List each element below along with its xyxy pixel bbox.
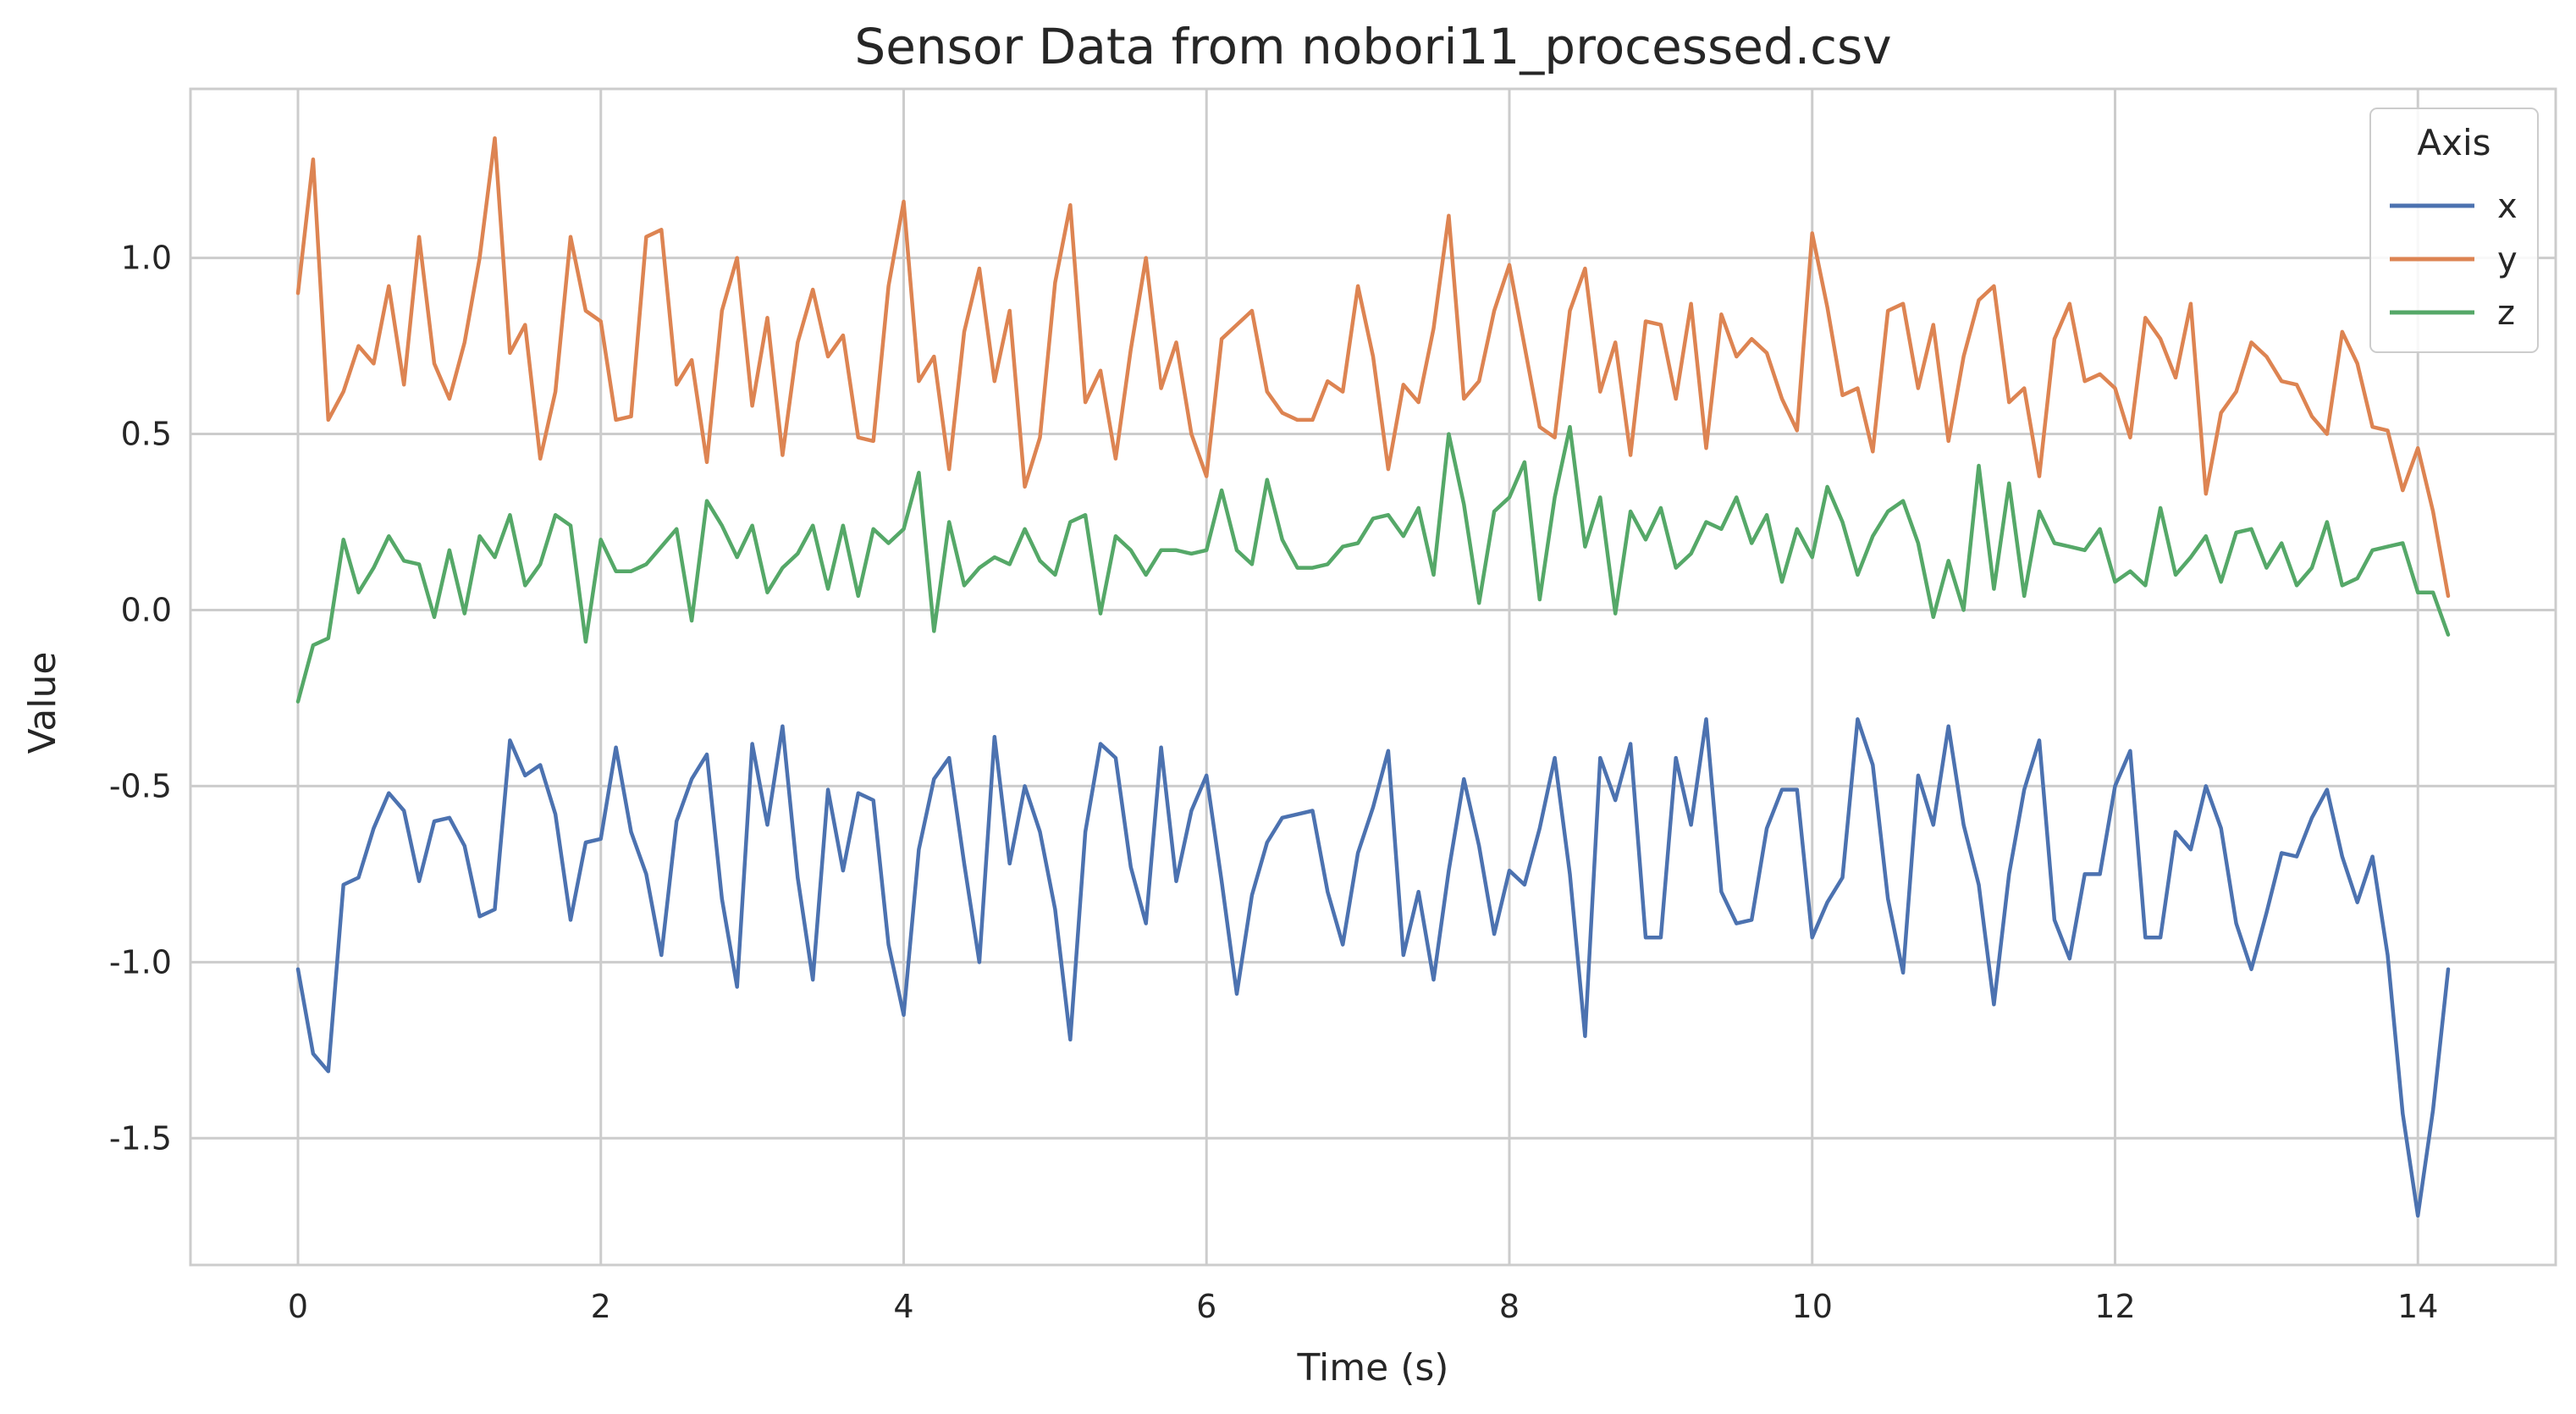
y-tick-label: -0.5 <box>109 767 172 804</box>
x-tick-label: 10 <box>1792 1288 1833 1325</box>
legend-box <box>2369 108 2539 353</box>
series-lines <box>295 135 2451 1218</box>
y-tick-label: -1.5 <box>109 1119 172 1157</box>
legend-title: Axis <box>2417 122 2491 163</box>
legend-label-z: z <box>2497 294 2515 333</box>
tick-labels: 0 2 4 6 8 10 12 14 -1.5 -1.0 -0.5 0.0 0.5 1.0 <box>109 240 2439 1325</box>
x-tick-label: 6 <box>1196 1288 1216 1325</box>
series-line-y <box>295 135 2451 599</box>
x-tick-label: 2 <box>591 1288 611 1325</box>
y-tick-label: -1.0 <box>109 943 172 980</box>
x-tick-label: 14 <box>2397 1288 2438 1325</box>
series-line-z <box>295 424 2451 704</box>
plot-area <box>190 89 2556 1265</box>
legend-label-x: x <box>2497 187 2518 226</box>
y-axis-label: Value <box>21 652 64 754</box>
y-tick-label: 1.0 <box>121 240 172 277</box>
x-tick-label: 0 <box>288 1288 308 1325</box>
y-tick-label: 0.0 <box>121 591 172 628</box>
y-tick-label: 0.5 <box>121 416 172 453</box>
series-line-x <box>295 717 2451 1218</box>
x-tick-label: 12 <box>2094 1288 2135 1325</box>
x-axis-label: Time (s) <box>1297 1346 1449 1389</box>
x-tick-label: 8 <box>1499 1288 1520 1325</box>
legend-items: xyz <box>2390 187 2518 333</box>
legend: Axis xyz <box>2369 108 2539 353</box>
chart-title: Sensor Data from nobori11_processed.csv <box>854 18 1891 75</box>
plot-frame <box>189 87 2557 1267</box>
x-tick-label: 4 <box>893 1288 913 1325</box>
legend-label-y: y <box>2497 240 2518 279</box>
